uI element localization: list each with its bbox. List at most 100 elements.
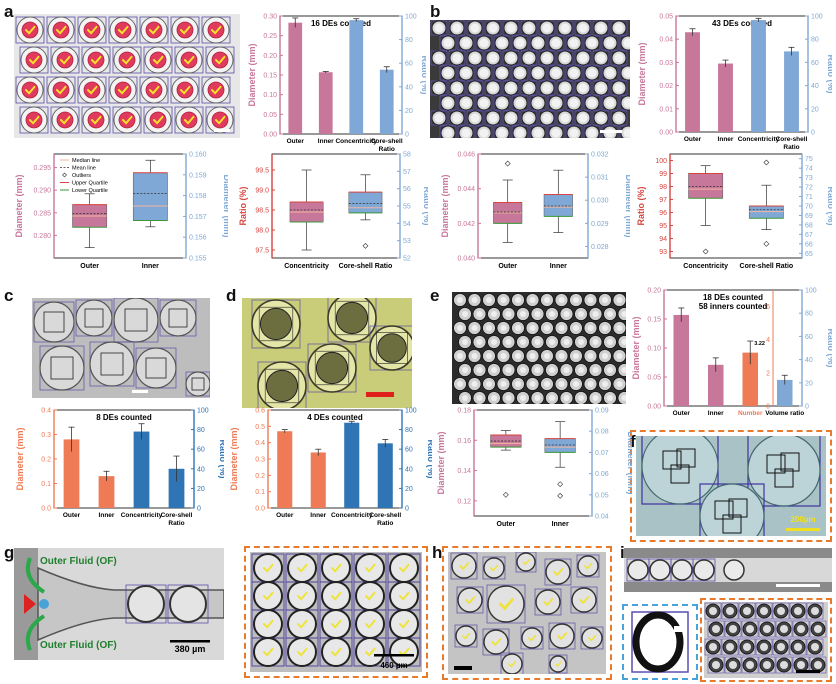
droplet-core	[506, 83, 516, 93]
y2-axis-label: Ratio (%)	[426, 440, 432, 479]
panel-label-e: e	[430, 286, 440, 305]
droplet-core	[607, 339, 613, 345]
droplet-core	[607, 311, 613, 317]
y-tick-label: 0.1	[255, 489, 265, 496]
droplet-core	[505, 311, 512, 317]
y2-tick-label: 0	[405, 132, 409, 139]
bar-outer	[277, 431, 293, 508]
checkmark-icon	[364, 647, 376, 657]
panel-label-g: g	[4, 543, 15, 562]
box-core-shell-ratio	[348, 191, 383, 214]
detection-box	[515, 552, 537, 573]
y2-tick-label: 52	[403, 256, 411, 263]
inner-box	[670, 464, 690, 484]
droplet-core	[21, 81, 39, 99]
droplet-core	[542, 83, 552, 93]
inner-box	[714, 500, 734, 520]
panel-h-frame	[442, 546, 612, 680]
droplet-core	[479, 98, 489, 108]
droplet-core	[623, 98, 630, 108]
y-tick-label: 0.290	[33, 188, 51, 195]
y-tick-label: 0.02	[659, 83, 673, 90]
y2-tick-label: 58	[403, 152, 411, 159]
y2-tick-label: 53	[403, 238, 411, 245]
droplet-core	[488, 83, 498, 93]
droplet-outer	[355, 581, 385, 611]
droplet-core	[763, 625, 771, 633]
checkmark-icon	[364, 619, 376, 629]
inner-box	[43, 311, 65, 333]
y-tick-label: 94	[659, 236, 667, 243]
y2-axis-label: Diameter (mm)	[624, 174, 630, 237]
droplet-core	[558, 297, 565, 303]
inner-box	[314, 350, 350, 386]
droplet-core	[596, 53, 606, 63]
inner-box	[145, 357, 167, 379]
droplet-core	[452, 53, 462, 63]
droplet-core	[520, 395, 526, 401]
legend-label: Upper Quartile	[72, 181, 108, 187]
panel-label-h: h	[432, 543, 443, 562]
droplet-core	[476, 311, 483, 317]
droplet-core	[486, 325, 492, 331]
droplet-core	[56, 51, 74, 69]
droplet-outer	[389, 609, 419, 639]
droplet-core	[551, 98, 561, 108]
x-tick-label: Concentricity	[335, 138, 377, 145]
outlier-marker	[763, 159, 770, 166]
droplet-core	[614, 53, 624, 63]
droplet-core	[558, 353, 565, 359]
y2-axis-label: Ratio (%)	[218, 440, 224, 479]
bar-core-shell-ratio	[379, 69, 394, 134]
checkmark-icon	[90, 115, 102, 125]
y2-tick-label: 20	[811, 106, 819, 113]
y2-tick-label: 54	[403, 221, 411, 228]
y2-tick-label: 60	[405, 61, 413, 68]
y2-tick-label: 65	[805, 251, 813, 258]
droplet-core	[794, 607, 802, 615]
y2-tick-label: 100	[811, 14, 823, 21]
detection-box	[772, 602, 790, 620]
droplet-core	[486, 297, 492, 303]
droplet-outer	[457, 587, 483, 613]
droplet-outer	[321, 637, 351, 667]
droplet-core	[461, 68, 471, 78]
detection-box	[704, 602, 722, 620]
detection-box	[806, 638, 824, 656]
bar-core-shell-ratio	[168, 468, 185, 508]
x-tick-label: Outer	[80, 263, 99, 270]
checkmark-icon	[24, 25, 36, 35]
panel-label-d: d	[226, 286, 237, 305]
checkmark-icon	[55, 85, 67, 95]
micrograph-g-array: 460 µm	[250, 552, 422, 672]
micrograph-i-zoom	[626, 608, 694, 676]
label-outer-fluid-bottom: Outer Fluid (OF)	[40, 640, 117, 651]
checkmark-icon	[462, 632, 471, 640]
droplet-outer	[389, 581, 419, 611]
droplet-core	[587, 68, 597, 78]
micrograph-a	[14, 14, 240, 138]
droplet-core	[542, 23, 552, 33]
droplet-core	[534, 367, 541, 373]
droplet-core	[551, 38, 561, 48]
droplet-outer	[535, 589, 561, 615]
y2-tick-label: 0.08	[595, 429, 609, 436]
droplet-core	[614, 113, 624, 123]
detection-box	[775, 656, 793, 674]
y2-tick-label: 68	[805, 222, 813, 229]
x-tick-label: Outer	[276, 512, 294, 519]
y2-tick-label: 0.031	[591, 175, 609, 182]
box-inner	[543, 194, 573, 217]
droplet-core	[452, 23, 462, 33]
droplet-core	[457, 297, 463, 303]
detection-box	[741, 620, 759, 638]
panel-g2-frame	[244, 546, 428, 678]
y-tick-label: 0.01	[659, 106, 673, 113]
legend-label: Median line	[72, 158, 100, 164]
droplet-core	[461, 128, 471, 138]
inner-box	[168, 308, 188, 328]
droplet-core	[560, 53, 570, 63]
checkmark-icon	[330, 647, 342, 657]
y2-tick-label: 20	[405, 486, 413, 493]
inner-fluid-arrow	[24, 594, 36, 614]
